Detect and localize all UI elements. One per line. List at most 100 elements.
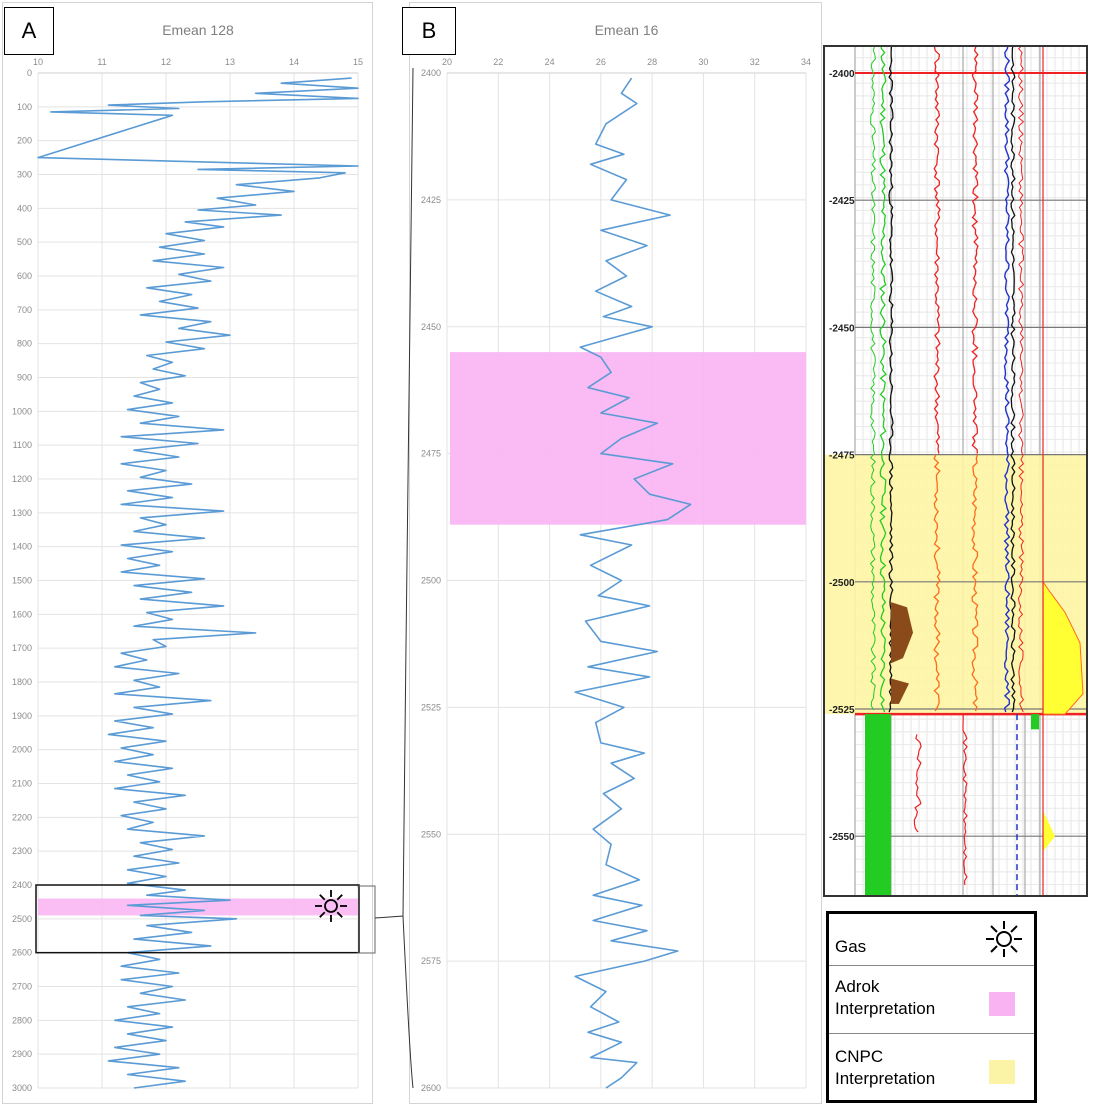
a-y-tick-label: 2500 [12,914,32,924]
a-y-tick-label: 2900 [12,1049,32,1059]
a-y-tick-label: 1800 [12,677,32,687]
b-chart-title: Emean 16 [595,22,659,38]
b-y-tick-label: 2400 [421,68,441,78]
a-y-tick-label: 300 [17,170,32,180]
b-x-tick-label: 32 [750,57,760,67]
log-res3-trace [913,734,922,833]
a-gas-icon [315,889,347,922]
b-y-tick-label: 2450 [421,322,441,332]
panel-a: Emean 128 10 11 12 13 14 15 0 100 200 300 400 500 600… [2,2,373,1104]
b-x-tick-label: 28 [647,57,657,67]
log-den2-trace [971,454,979,712]
log-brown-fill-2 [891,678,909,704]
a-y-tick-label: 400 [17,203,32,213]
a-gas-icon-core [324,899,338,913]
a-y-tick-label: 2100 [12,779,32,789]
legend-adrok-label: Adrok Interpretation [835,977,936,1018]
chart-b: Emean 16 20 22 24 26 28 30 32 34 2400 2425 2450 2475… [421,22,811,1093]
log-brown-fill [891,602,913,664]
a-adrok-band [38,898,358,916]
a-x-tick-label: 14 [289,57,299,67]
b-x-tick-label: 24 [545,57,555,67]
a-y-tick-label: 0 [27,68,32,78]
a-y-tick-label: 2800 [12,1015,32,1025]
log-green-block [865,714,891,895]
panel-a-letter: A [4,7,54,55]
log-gr2-trace [869,47,877,711]
legend-cnpc-swatch [989,1060,1015,1084]
a-gas-icon-ray [336,894,343,901]
legend-gas-label: Gas [835,937,867,956]
well-log: -2400 -2425 -2450 -2475 -2500 -2525 -2550 [825,47,1086,895]
log-depth-label: -2450 [829,323,855,334]
log-neu-trace [1003,47,1011,713]
a-y-tick-label: 1400 [12,542,32,552]
log-den3-trace [962,714,968,886]
a-y-tick-label: 1100 [13,440,32,450]
log-depth-label: -2425 [829,196,855,207]
log-res-trace [933,47,941,454]
legend-cnpc-label: CNPC Interpretation [835,1047,936,1088]
a-y-tick-label: 800 [17,339,32,349]
gas-icon [986,921,1022,957]
a-gas-icon-ray [336,911,343,918]
panel-b-letter: B [402,7,456,55]
a-y-tick-label: 2000 [12,745,32,755]
log-depth-label: -2525 [829,705,855,716]
log-pe-trace [1017,47,1025,713]
log-depth-label: -2400 [829,69,855,80]
a-gas-icon-ray [319,911,326,918]
log-yellow-fill-2 [1043,810,1055,852]
a-y-tick-label: 3000 [12,1083,32,1093]
b-y-tick-label: 2500 [421,576,441,586]
log-res2-trace [933,454,941,712]
b-x-tick-label: 20 [442,57,452,67]
a-y-tick-label: 600 [17,271,32,281]
a-x-tick-label: 15 [353,57,363,67]
log-green-block-2 [1031,714,1039,730]
b-x-tick-label: 34 [801,57,811,67]
a-y-tick-label: 900 [17,373,32,383]
a-y-tick-label: 1000 [12,406,32,416]
a-x-tick-label: 10 [33,57,43,67]
a-y-tick-label: 2300 [12,846,32,856]
b-y-tick-label: 2425 [421,195,441,205]
a-zoom-box [35,884,360,954]
connector-bracket [357,885,376,954]
b-y-tick-label: 2550 [421,829,441,839]
a-y-tick-label: 1900 [12,711,32,721]
b-y-tick-label: 2475 [421,449,441,459]
chart-a: Emean 128 10 11 12 13 14 15 0 100 200 300 400 500 600… [12,22,363,1093]
log-depth-label: -2500 [829,578,855,589]
a-y-tick-label: 200 [17,136,32,146]
b-series-line [574,77,692,1089]
legend: Gas Adrok Interpretation CNPC Interpreta… [826,911,1037,1103]
a-x-tick-label: 12 [161,57,171,67]
a-y-tick-label: 500 [17,237,32,247]
panel-b: Emean 16 20 22 24 26 28 30 32 34 2400 2425 2450 2475… [409,2,822,1104]
a-y-tick-label: 100 [17,102,32,112]
b-y-tick-label: 2575 [421,956,441,966]
a-y-tick-label: 2400 [12,880,32,890]
log-den-trace [971,47,979,454]
a-gas-icon-ray [319,894,326,901]
b-adrok-band [450,352,806,525]
well-log-panel: -2400 -2425 -2450 -2475 -2500 -2525 -2550 [823,45,1088,897]
b-x-tick-label: 22 [493,57,503,67]
a-y-tick-label: 700 [17,305,32,315]
a-y-tick-label: 1600 [12,609,32,619]
log-yellow-fill [1042,580,1084,715]
a-x-tick-label: 13 [225,57,235,67]
a-y-tick-label: 1300 [12,508,32,518]
a-y-tick-label: 2200 [12,812,32,822]
legend-adrok-swatch [989,992,1015,1016]
log-gr-trace [879,47,887,713]
log-depth-label: -2475 [829,451,855,462]
a-y-tick-label: 1200 [12,474,32,484]
a-series-line [37,77,359,1089]
b-x-tick-label: 26 [596,57,606,67]
a-y-tick-label: 1500 [12,576,32,586]
b-y-tick-label: 2600 [421,1083,441,1093]
log-sp-trace [888,47,894,713]
log-depth-label: -2550 [829,832,855,843]
